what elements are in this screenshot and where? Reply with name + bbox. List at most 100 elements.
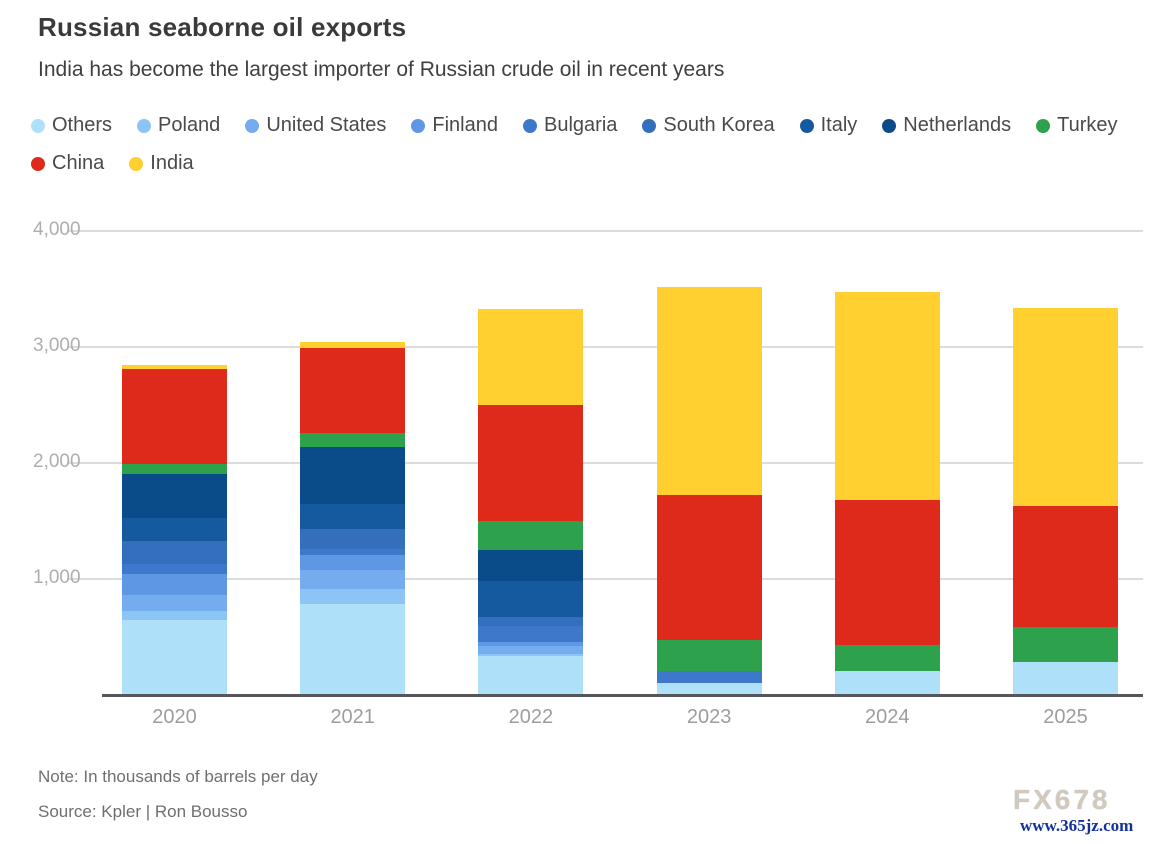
bar-segment-2023-china bbox=[656, 495, 762, 640]
x-axis-label-2020: 2020 bbox=[152, 706, 197, 728]
bar-segment-2020-south-korea bbox=[122, 540, 227, 565]
bar-segment-2023-bulgaria bbox=[656, 670, 762, 684]
bar-segment-2025-turkey bbox=[1013, 626, 1118, 663]
stacked-bar-2021 bbox=[300, 341, 406, 695]
legend-dot-icon bbox=[129, 156, 144, 171]
legend-item-italy: Italy bbox=[799, 114, 858, 137]
legend-item-poland: Poland bbox=[137, 114, 220, 137]
legend-label: Others bbox=[52, 114, 113, 136]
legend-label: Finland bbox=[432, 114, 498, 136]
chart-note: Note: In thousands of barrels per day bbox=[38, 767, 318, 786]
legend-item-bulgaria: Bulgaria bbox=[523, 114, 617, 137]
legend-dot-icon bbox=[31, 156, 45, 171]
bar-segment-2021-india bbox=[300, 341, 406, 349]
bar-segment-2022-china bbox=[478, 404, 584, 521]
bar-segment-2021-others bbox=[300, 604, 406, 695]
legend-dot-icon bbox=[31, 118, 45, 133]
bar-segment-2020-finland bbox=[122, 573, 227, 596]
bar-segment-2020-others bbox=[122, 620, 227, 695]
bar-segment-2021-italy bbox=[300, 504, 406, 530]
bar-segment-2024-china bbox=[834, 499, 940, 645]
legend-label: Poland bbox=[158, 114, 221, 136]
bar-segment-2021-south-korea bbox=[300, 529, 406, 550]
y-axis-tick-label-1000: 1,000 bbox=[33, 567, 81, 588]
bar-segment-2020-italy bbox=[122, 518, 227, 541]
legend-label: Bulgaria bbox=[544, 114, 618, 136]
x-axis-label-2025: 2025 bbox=[1043, 706, 1088, 728]
bar-segment-2020-india bbox=[122, 364, 227, 370]
legend-item-united-states: United States bbox=[245, 114, 386, 137]
x-axis-label-2022: 2022 bbox=[508, 706, 554, 728]
bar-segment-2020-united-states bbox=[122, 595, 227, 611]
legend-item-turkey: Turkey bbox=[1036, 114, 1118, 137]
bar-segment-2020-netherlands bbox=[122, 473, 227, 519]
bar-segment-2025-china bbox=[1013, 506, 1118, 627]
bar-segment-2022-south-korea bbox=[478, 617, 584, 626]
y-axis-tick-label-2000: 2,000 bbox=[33, 451, 81, 472]
legend-dot-icon bbox=[882, 118, 897, 133]
bar-segment-2023-turkey bbox=[656, 639, 762, 671]
legend-label: South Korea bbox=[663, 114, 775, 136]
legend: Others Poland United States Finland Bulgaria… bbox=[31, 114, 1118, 175]
legend-dot-icon bbox=[137, 118, 152, 133]
bar-segment-2024-others bbox=[834, 671, 940, 695]
legend-label: Italy bbox=[820, 114, 858, 136]
bar-segment-2022-italy bbox=[478, 580, 584, 618]
legend-label: United States bbox=[266, 114, 387, 136]
bar-segment-2025-india bbox=[1013, 308, 1118, 507]
legend-item-finland: Finland bbox=[411, 114, 498, 137]
legend-dot-icon bbox=[523, 118, 537, 133]
bar-segment-2020-bulgaria bbox=[122, 564, 227, 574]
legend-item-south-korea: South Korea bbox=[642, 114, 775, 137]
legend-dot-icon bbox=[1036, 118, 1051, 133]
bar-segment-2020-poland bbox=[122, 610, 227, 621]
bar-segment-2022-netherlands bbox=[478, 549, 584, 581]
legend-item-netherlands: Netherlands bbox=[882, 114, 1011, 137]
legend-dot-icon bbox=[245, 118, 260, 133]
legend-label: India bbox=[150, 152, 194, 174]
gridline-3000 bbox=[67, 346, 1143, 348]
bar-segment-2020-turkey bbox=[122, 464, 227, 474]
x-axis-label-2021: 2021 bbox=[330, 706, 375, 728]
x-axis-label-2024: 2024 bbox=[865, 706, 910, 728]
stacked-bar-2024 bbox=[834, 292, 940, 695]
stacked-bar-2025 bbox=[1013, 308, 1118, 695]
y-axis-tick-label-4000: 4,000 bbox=[33, 219, 81, 240]
x-axis-label-2023: 2023 bbox=[686, 706, 732, 728]
chart-source: Source: Kpler | Ron Bousso bbox=[38, 802, 248, 821]
bar-segment-2022-india bbox=[478, 308, 584, 405]
y-axis-tick-label-3000: 3,000 bbox=[33, 335, 81, 356]
bar-segment-2022-united-states bbox=[478, 646, 584, 654]
bar-segment-2021-china bbox=[300, 348, 406, 433]
bar-segment-2023-others bbox=[656, 683, 762, 695]
stacked-bar-2023 bbox=[656, 286, 762, 695]
stacked-bar-2022 bbox=[478, 308, 584, 695]
legend-row-1: Others Poland United States Finland Bulgaria… bbox=[31, 114, 1118, 137]
bar-segment-2021-united-states bbox=[300, 569, 406, 589]
bar-segment-2022-others bbox=[478, 656, 584, 695]
legend-label: Netherlands bbox=[903, 114, 1012, 136]
bar-segment-2020-china bbox=[122, 369, 227, 465]
gridline-1000 bbox=[67, 578, 1143, 580]
bar-segment-2021-turkey bbox=[300, 432, 406, 447]
bar-segment-2022-finland bbox=[478, 642, 584, 647]
legend-dot-icon bbox=[799, 118, 814, 133]
bar-segment-2021-finland bbox=[300, 555, 406, 570]
bar-segment-2022-poland bbox=[478, 653, 584, 657]
x-axis-baseline bbox=[102, 694, 1143, 697]
bar-segment-2024-india bbox=[834, 292, 940, 500]
legend-label: China bbox=[52, 152, 105, 174]
chart-subtitle: India has become the largest importer of… bbox=[38, 58, 725, 81]
bar-segment-2021-netherlands bbox=[300, 446, 406, 505]
bar-segment-2022-turkey bbox=[478, 520, 584, 550]
bar-segment-2023-india bbox=[656, 286, 762, 496]
watermark-url: www.365jz.com bbox=[1020, 816, 1134, 835]
bar-segment-2022-bulgaria bbox=[478, 625, 584, 643]
bar-segment-2024-turkey bbox=[834, 644, 940, 672]
legend-item-china: China bbox=[31, 152, 104, 175]
chart-title: Russian seaborne oil exports bbox=[38, 12, 407, 42]
bar-segment-2021-bulgaria bbox=[300, 549, 406, 556]
legend-item-india: India bbox=[129, 152, 194, 175]
